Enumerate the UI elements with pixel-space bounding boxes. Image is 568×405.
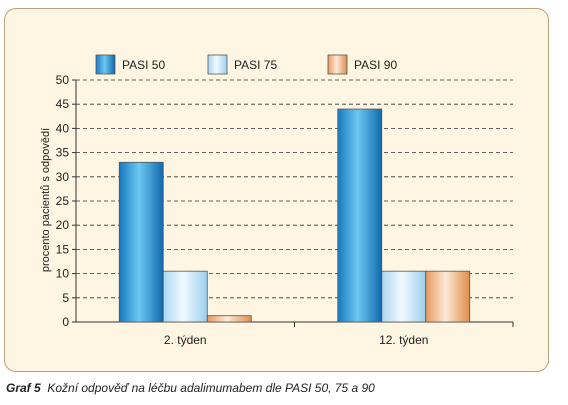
y-tick-label: 0 <box>62 315 69 329</box>
x-tick-label: 12. týden <box>379 333 428 347</box>
y-tick-label: 15 <box>56 242 70 256</box>
bars <box>118 108 471 323</box>
y-tick-label: 40 <box>56 121 70 135</box>
y-tick-label: 25 <box>56 194 70 208</box>
y-tick-label: 10 <box>56 267 70 281</box>
bar <box>162 270 208 323</box>
y-tick-label: 30 <box>56 170 70 184</box>
legend-swatch <box>95 54 116 75</box>
legend: PASI 50 PASI 75 PASI 90 <box>95 54 397 75</box>
figure-caption: Graf 5 Kožní odpověď na léčbu adalimumab… <box>6 381 375 395</box>
y-tick-label: 45 <box>56 97 70 111</box>
bar <box>337 108 383 323</box>
y-tick-label: 20 <box>56 218 70 232</box>
legend-swatch <box>327 54 348 75</box>
legend-label: PASI 90 <box>354 58 397 72</box>
x-tick-label: 2. týden <box>164 333 207 347</box>
bar <box>118 161 164 323</box>
axes: 0 5 10 15 20 25 30 35 40 45 50 2. týden 12. týden <box>56 73 514 347</box>
bar <box>381 270 427 323</box>
caption-text: Kožní odpověď na léčbu adalimumabem dle … <box>47 381 375 395</box>
bar <box>206 315 252 323</box>
y-axis-title: procento pacientů s odpovědí <box>40 128 52 272</box>
legend-swatch <box>207 54 228 75</box>
caption-label: Graf 5 <box>6 381 41 395</box>
y-tick-label: 50 <box>56 73 70 87</box>
bar <box>425 270 471 323</box>
y-tick-label: 35 <box>56 146 70 160</box>
y-tick-label: 5 <box>62 291 69 305</box>
legend-label: PASI 50 <box>122 58 165 72</box>
legend-label: PASI 75 <box>234 58 277 72</box>
